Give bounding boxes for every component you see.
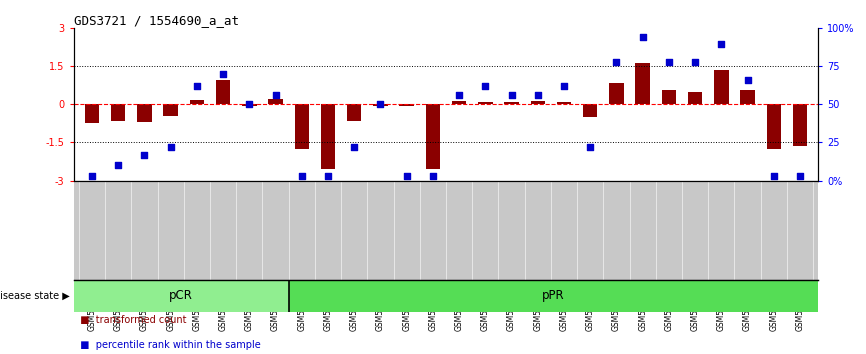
Point — [216, 71, 230, 77]
Point — [557, 83, 571, 89]
Bar — [111, 104, 126, 121]
Bar — [531, 101, 545, 104]
Text: GDS3721 / 1554690_a_at: GDS3721 / 1554690_a_at — [74, 14, 239, 27]
Point — [478, 83, 492, 89]
Point — [400, 173, 414, 179]
Bar — [164, 104, 178, 116]
Point — [452, 92, 466, 98]
Bar — [792, 104, 807, 146]
Text: ■  percentile rank within the sample: ■ percentile rank within the sample — [74, 341, 261, 350]
Bar — [320, 104, 335, 169]
Point — [688, 59, 702, 65]
Bar — [74, 280, 288, 312]
Point — [347, 144, 361, 150]
Point — [111, 162, 125, 168]
Bar — [373, 104, 388, 106]
Bar — [242, 104, 256, 106]
Bar — [504, 102, 519, 104]
Point — [584, 144, 598, 150]
Bar — [557, 102, 572, 104]
Bar — [688, 92, 702, 104]
Text: pPR: pPR — [542, 289, 565, 302]
Point — [610, 59, 624, 65]
Point — [268, 92, 282, 98]
Bar — [766, 104, 781, 149]
Bar — [426, 104, 440, 169]
Bar — [478, 102, 493, 104]
Point — [138, 152, 152, 158]
Bar — [137, 104, 152, 122]
Bar — [268, 99, 282, 104]
Bar — [583, 104, 598, 117]
Text: pCR: pCR — [169, 289, 193, 302]
Point — [505, 92, 519, 98]
Point — [294, 173, 308, 179]
Bar — [714, 70, 728, 104]
Point — [793, 173, 807, 179]
Bar — [190, 100, 204, 104]
Text: disease state ▶: disease state ▶ — [0, 291, 69, 301]
Point — [85, 173, 99, 179]
Point — [190, 83, 204, 89]
Point — [321, 173, 335, 179]
Point — [426, 173, 440, 179]
Bar — [347, 104, 361, 121]
Bar — [85, 104, 100, 124]
Point — [636, 35, 650, 40]
Point — [531, 92, 545, 98]
Bar — [662, 91, 676, 104]
Point — [662, 59, 675, 65]
Point — [714, 41, 728, 46]
Point — [373, 102, 387, 107]
Point — [767, 173, 781, 179]
Point — [242, 102, 256, 107]
Bar — [294, 104, 309, 149]
Bar — [610, 83, 624, 104]
Point — [164, 144, 178, 150]
Text: ■  transformed count: ■ transformed count — [74, 315, 186, 325]
Bar — [399, 104, 414, 106]
Bar — [452, 101, 466, 104]
Bar — [636, 63, 650, 104]
Bar — [740, 91, 755, 104]
Point — [740, 77, 754, 83]
Bar — [216, 80, 230, 104]
